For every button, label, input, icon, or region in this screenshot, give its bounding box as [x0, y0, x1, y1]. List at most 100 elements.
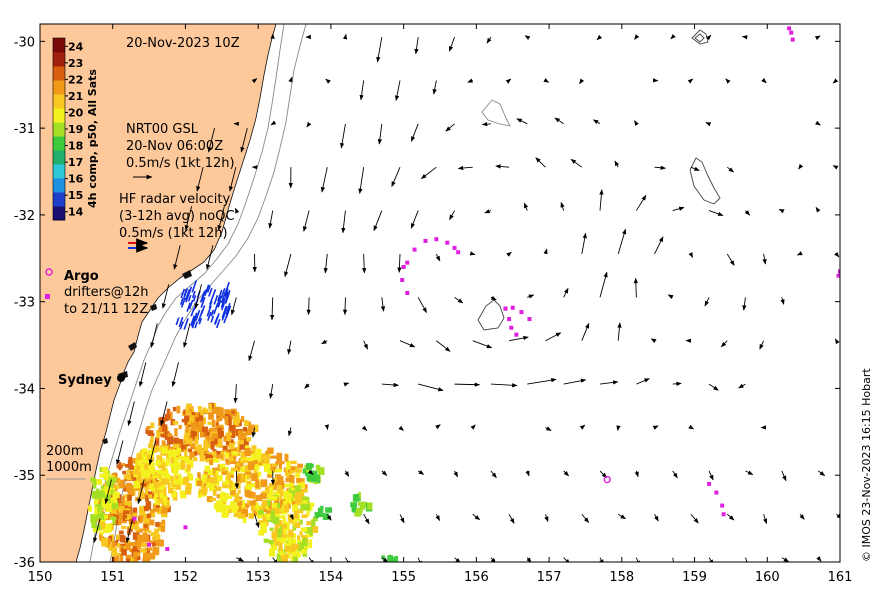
sst-cell [125, 543, 131, 550]
current-vector [417, 297, 427, 314]
sst-cell [151, 542, 156, 547]
sst-cell [284, 497, 292, 504]
sst-cell [154, 493, 158, 498]
current-vector [599, 380, 619, 385]
sst-cell [179, 439, 184, 448]
sst-cell [179, 478, 185, 485]
sst-cell [317, 507, 323, 517]
sst-cell [268, 483, 275, 491]
seamount-contour [477, 299, 505, 331]
colorbar-tick-label: 22 [68, 73, 83, 86]
current-vector [832, 78, 839, 84]
current-vector [361, 425, 368, 431]
sst-cell [226, 434, 232, 442]
sst-cell [110, 491, 114, 499]
current-vector [617, 513, 627, 520]
sst-cell [286, 460, 291, 470]
sst-cell [114, 557, 120, 562]
current-vector [634, 120, 639, 126]
sst-cell [281, 553, 289, 562]
sst-cell [233, 418, 241, 424]
axes: 150 151 152 153 154 155 156 157 158 159 160 161 -30 -… [14, 24, 853, 585]
drifter-point [405, 291, 410, 295]
sst-cell [145, 501, 152, 510]
drifter-point [412, 247, 417, 252]
sst-cell [291, 551, 297, 557]
current-vector [599, 189, 604, 211]
lord-howe-island-contour [689, 157, 721, 205]
current-vector [104, 479, 112, 505]
sst-cell [197, 472, 201, 478]
current-vectors [93, 33, 840, 562]
current-vector [671, 557, 676, 562]
x-tick-label: 161 [828, 570, 853, 585]
sst-cell [104, 474, 111, 481]
sst-cell [258, 510, 264, 515]
sst-cell [264, 513, 270, 518]
current-vector [490, 470, 497, 479]
current-vector [781, 557, 790, 562]
sst-cell [244, 474, 251, 480]
sst-cell [325, 507, 333, 513]
current-vector [321, 339, 328, 345]
drifter-point [503, 306, 508, 311]
sst-cell [142, 557, 148, 562]
sst-cell [228, 480, 233, 489]
current-vector [454, 296, 464, 304]
radar-vector [225, 302, 231, 315]
current-vector [381, 557, 389, 562]
sst-cell [197, 405, 202, 410]
drifter-point [401, 264, 406, 269]
sst-cell [173, 479, 181, 485]
current-vector [516, 118, 528, 125]
current-vector [524, 35, 531, 41]
sst-cell [133, 520, 139, 530]
colorbar-tick-label: 14 [68, 206, 84, 219]
sst-cell [277, 485, 283, 493]
sst-cell [269, 455, 277, 459]
current-vector [687, 78, 694, 84]
current-vector [796, 251, 803, 256]
sst-cell [268, 548, 276, 557]
colorbar-segment [53, 178, 65, 193]
sst-cell [136, 564, 140, 571]
sst-cell [268, 539, 274, 545]
sst-cell [193, 431, 198, 437]
sst-cell [217, 475, 223, 482]
current-vector [599, 271, 608, 298]
radar-vector [186, 302, 191, 312]
sst-cell [145, 495, 149, 502]
sst-cell [244, 469, 252, 478]
current-vector [667, 294, 674, 300]
current-vector [284, 253, 292, 278]
current-vector [636, 378, 650, 385]
current-vector [738, 383, 746, 389]
current-vector [708, 557, 714, 562]
current-vector [304, 383, 310, 389]
sst-cell [150, 532, 158, 536]
sst-cell [273, 516, 280, 525]
sst-cell [143, 482, 147, 487]
radar-vector [213, 302, 219, 315]
sst-cell [155, 521, 160, 527]
sst-cell [270, 510, 275, 520]
radar-vector [190, 307, 195, 317]
sst-cell [133, 480, 141, 489]
sst-cell [138, 506, 145, 513]
sst-cell [197, 444, 202, 453]
sst-cell [297, 463, 304, 468]
sst-cell [229, 424, 236, 432]
sst-cell [294, 485, 301, 492]
sst-cell [92, 527, 99, 533]
current-vector [184, 206, 193, 231]
sst-cell [263, 538, 270, 543]
current-vector [391, 167, 401, 187]
colorbar-segment [53, 108, 65, 123]
sst-cell [247, 428, 255, 436]
sst-cell [225, 438, 231, 446]
sst-cell [299, 530, 303, 536]
sst-cell [216, 454, 223, 459]
drifter-point [165, 546, 170, 551]
current-vector [454, 382, 481, 387]
sst-cell [267, 472, 273, 478]
